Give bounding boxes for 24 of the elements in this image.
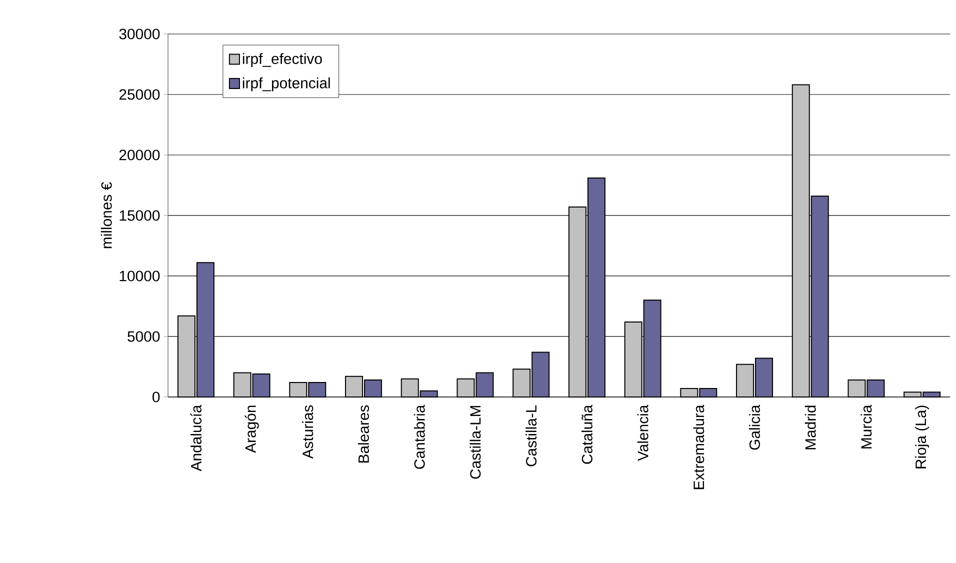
x-tick-label: Rioja (La) (915, 406, 930, 468)
y-tick-label: 25000 (119, 89, 160, 100)
y-tick-label: 0 (152, 392, 160, 402)
x-tick-label: Cantabria (414, 404, 425, 469)
x-tick-label: Cataluña (581, 404, 592, 464)
x-tick-label: Murcia (860, 404, 872, 448)
x-tick-label: Castilla-L (526, 405, 537, 466)
y-tick-label: 10000 (120, 270, 160, 282)
x-tick-label: Madrid (804, 406, 816, 450)
x-tick-label: Asturias (302, 405, 314, 459)
y-tick-label: 15000 (120, 210, 160, 221)
x-tick-label: Valencia (637, 404, 648, 461)
y-tick-label: 5000 (128, 331, 160, 342)
x-tick-label: Castilla-LM (470, 406, 481, 479)
y-tick-label: 30000 (119, 28, 160, 40)
x-tick-label: Aragón (244, 406, 259, 453)
legend-label: irpf_efectivo (242, 53, 322, 67)
x-tick-label: Extremadura (693, 404, 704, 490)
legend-label: irpf_potencial (242, 77, 330, 92)
y-tick-label: 20000 (119, 150, 160, 160)
x-tick-label: Andalucía (190, 404, 202, 472)
x-tick-label: Baleares (358, 405, 369, 463)
x-tick-label: Galicia (749, 404, 760, 450)
y-axis-title: millones € (100, 182, 112, 248)
